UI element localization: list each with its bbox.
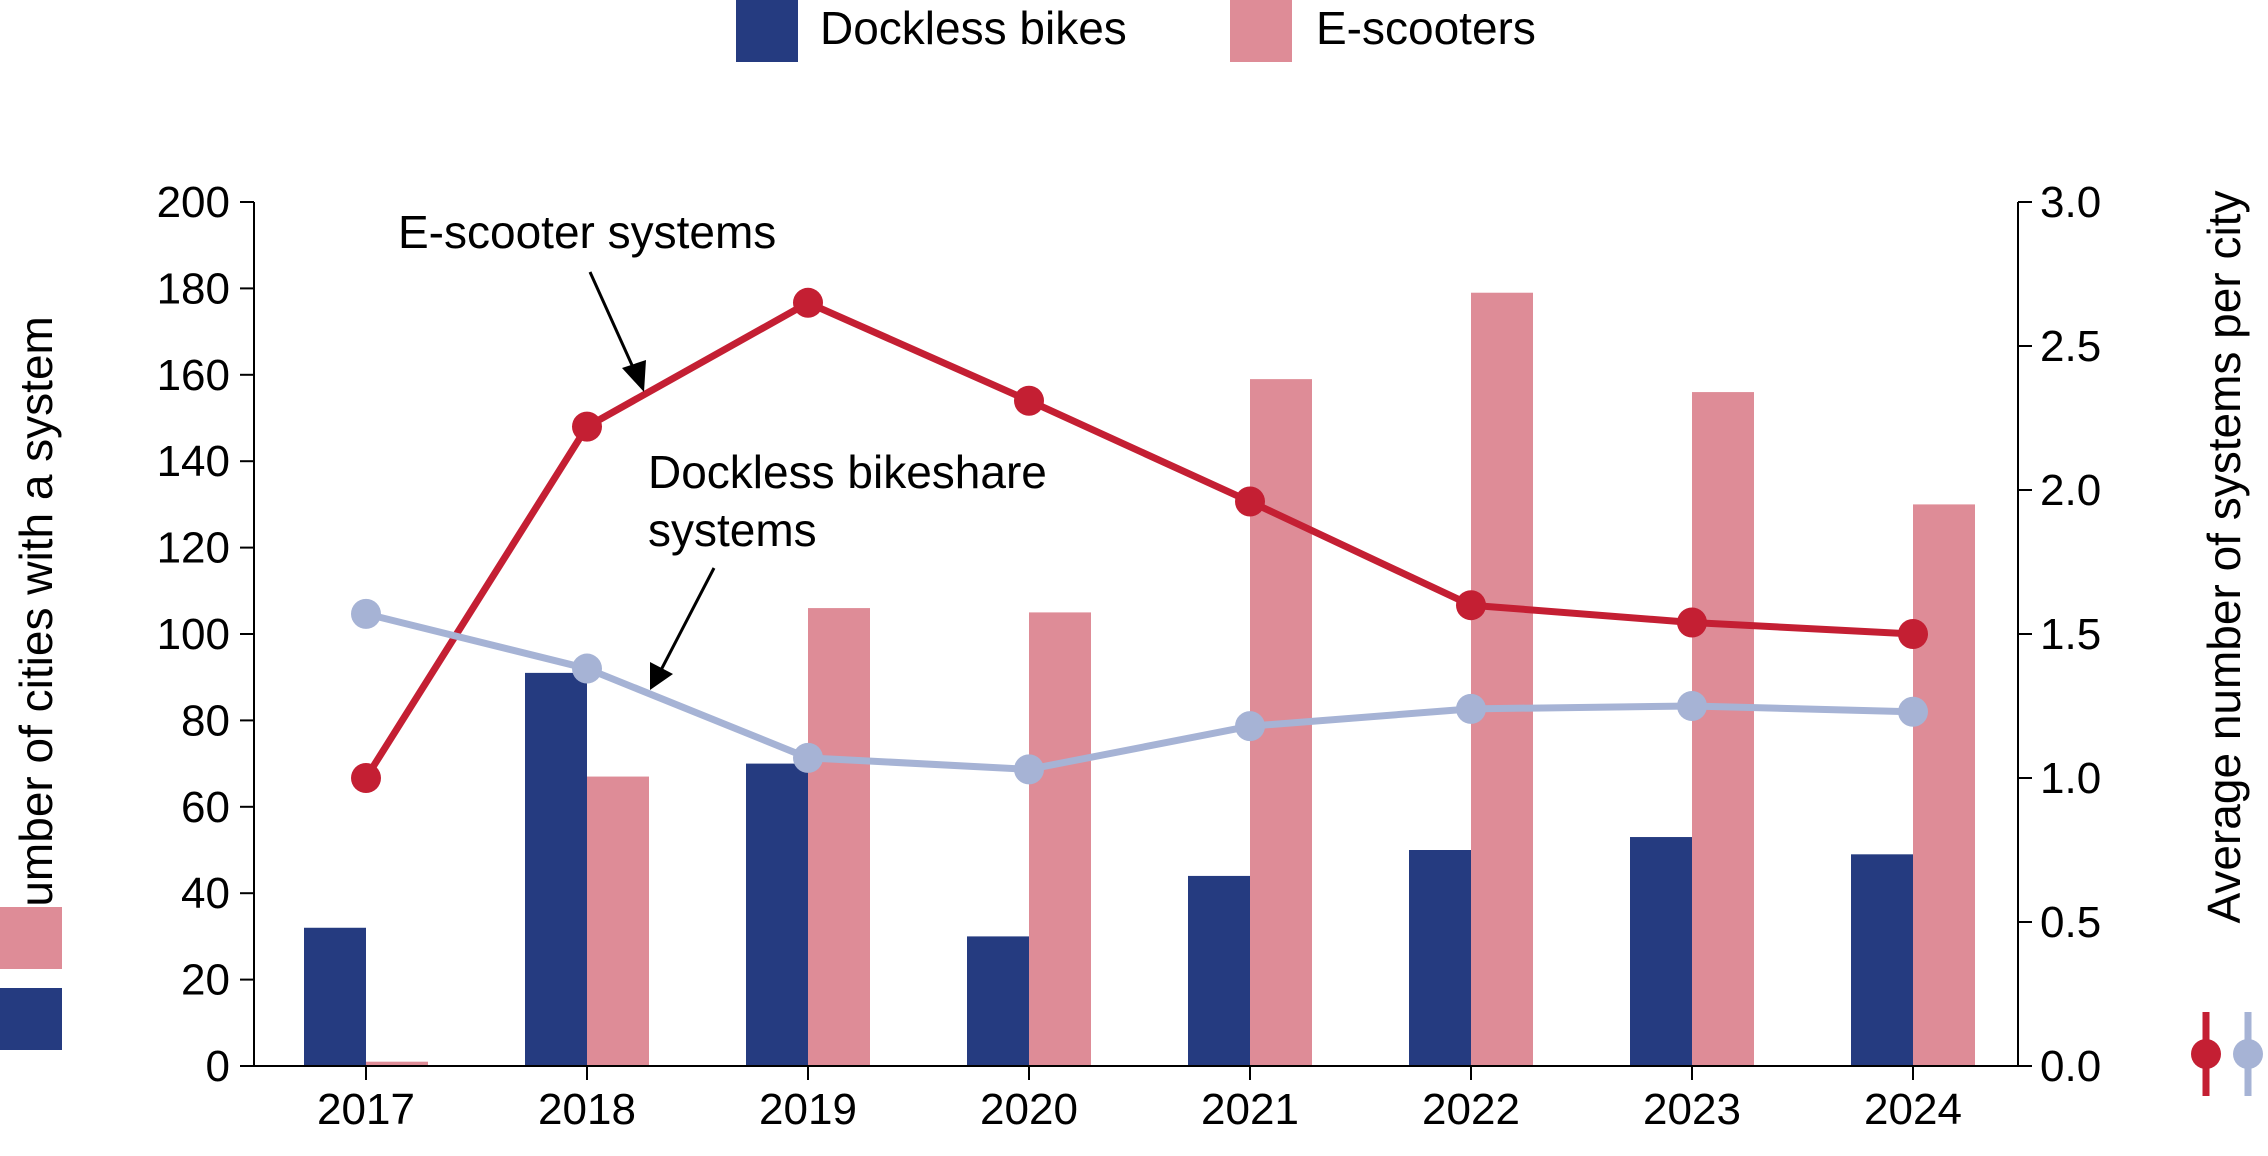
legend-swatch-dockless-bikes [736,0,798,62]
right-tick-label: 1.0 [2040,754,2101,803]
legend-label-dockless-bikes: Dockless bikes [820,2,1127,54]
bars-layer [304,292,1975,1067]
lines-layer [351,287,1928,793]
e-scooter-systems-point-2017 [351,763,381,793]
right-tick-label: 2.0 [2040,466,2101,515]
left-tick-label: 140 [157,437,230,486]
left-tick-label: 180 [157,264,230,313]
annotation-dockless-arrow [658,567,716,673]
dockless-bikes-bar-2024 [1851,854,1913,1066]
left-tick-label: 60 [181,783,230,832]
annotation-dockless-line-2: systems [648,504,817,556]
e-scooter-systems-point-2023 [1677,607,1707,638]
dockless-bikeshare-systems-point-2020 [1014,754,1044,785]
dockless-bikes-bar-2020 [967,936,1029,1066]
dockless-bikes-bar-2019 [746,763,808,1066]
e-scooter-systems-point-2018 [572,411,602,442]
e-scooters-bar-2018 [587,776,649,1066]
y-axis-title: Number of cities with a system [10,316,62,940]
annotation-e-scooter-arrow [588,271,638,375]
annotation-e-scooter-arrowhead [622,360,646,392]
e-scooters-bar-2017 [366,1061,428,1066]
dockless-bikeshare-systems-point-2019 [793,742,823,773]
e-scooter-systems-point-2024 [1898,619,1928,649]
x-tick-label-2017: 2017 [317,1085,415,1134]
left-tick-label: 20 [181,956,230,1005]
annotation-e-scooter-systems: E-scooter systems [398,206,776,258]
left-tick-label: 0 [206,1042,230,1091]
dockless-bikes-bar-2021 [1188,875,1250,1066]
left-tick-label: 40 [181,869,230,918]
x-tick-label-2018: 2018 [538,1085,636,1134]
legend-swatch-e-scooters [1230,0,1292,62]
right-tick-label: 2.5 [2040,322,2101,371]
e-scooter-systems-point-2021 [1235,486,1265,517]
x-tick-label-2021: 2021 [1201,1085,1299,1134]
e-scooters-bar-2019 [808,608,870,1066]
e-scooters-bar-2024 [1913,504,1975,1066]
e-scooters-bar-2020 [1029,612,1091,1066]
annotation-dockless-arrowhead [650,662,673,690]
dockless-bikeshare-systems-point-2022 [1456,693,1486,724]
right-tick-label: 1.5 [2040,610,2101,659]
e-scooter-systems-point-2022 [1456,590,1486,621]
right-axis-key-e-scooter-marker [2191,1039,2221,1069]
y2-axis-title: Average number of systems per city [2198,191,2250,924]
right-tick-label: 0.5 [2040,898,2101,947]
e-scooter-systems-line [363,299,1914,780]
e-scooter-systems-point-2019 [793,287,823,318]
left-tick-label: 160 [157,351,230,400]
legend-label-e-scooters: E-scooters [1316,2,1536,54]
axes-layer: 0 20 40 60 80 100 120 140 160 180 200 0.0 0.5 1.0 1.5 2… [10,178,2250,1134]
right-tick-label: 3.0 [2040,178,2101,227]
dockless-bikeshare-systems-line [365,610,1914,773]
right-axis-key-dockless-marker [2233,1039,2263,1069]
x-tick-label-2022: 2022 [1422,1085,1520,1134]
dockless-bikeshare-systems-point-2023 [1677,691,1707,721]
dockless-bikes-bar-2017 [304,927,366,1066]
left-tick-label: 120 [157,524,230,573]
annotations-layer: E-scooter systems Dockless bikeshare syste… [398,206,1047,690]
dockless-bikes-bar-2023 [1630,837,1692,1066]
left-tick-label: 100 [157,610,230,659]
left-tick-label: 200 [157,178,230,227]
x-tick-label-2024: 2024 [1864,1085,1962,1134]
x-tick-label-2020: 2020 [980,1085,1078,1134]
axis-keys [0,907,2263,1096]
dockless-bikes-bar-2018 [525,672,587,1066]
dockless-bikeshare-systems-point-2024 [1898,696,1928,727]
dockless-bikeshare-systems-point-2018 [572,653,602,684]
left-axis-key-e-scooters [0,907,62,969]
annotation-dockless-line-1: Dockless bikeshare [648,446,1047,498]
e-scooters-bar-2023 [1692,392,1754,1067]
dockless-bikeshare-systems-point-2017 [351,598,381,629]
dockless-bikes-bar-2022 [1409,850,1471,1066]
dockless-bikeshare-systems-point-2021 [1235,711,1265,742]
e-scooters-bar-2022 [1471,292,1533,1067]
left-tick-label: 80 [181,696,230,745]
legend: Dockless bikes E-scooters [736,0,1536,62]
x-tick-label-2019: 2019 [759,1085,857,1134]
x-tick-label-2023: 2023 [1643,1085,1741,1134]
e-scooter-systems-point-2020 [1014,385,1044,416]
right-tick-label: 0.0 [2040,1042,2101,1091]
left-axis-key-dockless-bikes [0,988,62,1050]
